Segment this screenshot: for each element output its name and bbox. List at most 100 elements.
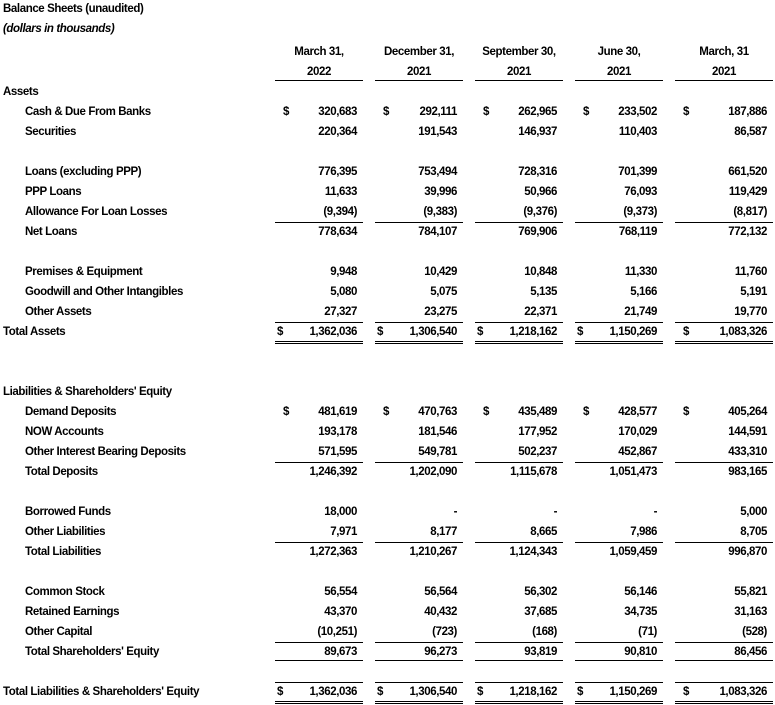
value-cell: 40,432 <box>375 602 463 621</box>
value-cell: 170,029 <box>575 422 663 441</box>
value-cell: $1,083,326 <box>675 322 773 344</box>
value: 170,029 <box>618 426 657 438</box>
value: 768,119 <box>618 226 658 238</box>
value-cell: $233,502 <box>575 102 663 121</box>
section-header-row: Liabilities & Shareholders' Equity <box>0 382 775 402</box>
value: (723) <box>432 626 457 638</box>
row-label: Other Capital <box>25 626 93 638</box>
value-cell: 56,564 <box>375 582 463 601</box>
blank-row <box>0 242 775 262</box>
value-cell: $1,306,540 <box>375 682 463 704</box>
currency-symbol: $ <box>383 406 389 418</box>
table-row: Demand Deposits $481,619 $470,763 $435,489 $… <box>0 402 775 422</box>
value: 428,577 <box>618 406 657 418</box>
value: 110,403 <box>618 126 658 138</box>
value: 10,848 <box>524 266 557 278</box>
value: 181,546 <box>418 426 457 438</box>
value: 405,264 <box>728 406 767 418</box>
value-cell: 661,520 <box>675 162 773 181</box>
value-cell: (528) <box>675 622 773 641</box>
value: 187,886 <box>728 106 767 118</box>
value-cell: 1,246,392 <box>275 462 363 481</box>
value: 5,000 <box>740 506 767 518</box>
value-cell: 571,595 <box>275 442 363 461</box>
blank-row <box>0 362 775 382</box>
value: 292,111 <box>419 106 457 118</box>
value: 1,124,343 <box>509 546 557 558</box>
row-label: Other Liabilities <box>25 526 106 538</box>
row-label: Loans (excluding PPP) <box>25 166 142 178</box>
value: 1,362,036 <box>309 686 357 698</box>
value: 21,749 <box>624 306 657 318</box>
value-cell: 56,302 <box>475 582 563 601</box>
value: 728,316 <box>518 166 557 178</box>
value-cell: $1,362,036 <box>275 322 363 344</box>
value: 1,362,036 <box>309 326 357 338</box>
value-cell: 11,760 <box>675 262 773 281</box>
value-cell: 769,906 <box>475 222 563 241</box>
value-cell: 146,937 <box>475 122 563 141</box>
value-cell: $481,619 <box>275 402 363 421</box>
value: (10,251) <box>317 626 357 638</box>
value-cell: 11,633 <box>275 182 363 201</box>
value-cell: $1,218,162 <box>475 322 563 344</box>
row-label: Other Interest Bearing Deposits <box>25 446 186 458</box>
value-cell: 701,399 <box>575 162 663 181</box>
value: 776,395 <box>318 166 357 178</box>
value-cell: (9,373) <box>575 202 663 221</box>
value-cell: 5,080 <box>275 282 363 301</box>
value-cell: 10,429 <box>375 262 463 281</box>
row-label: Retained Earnings <box>25 606 120 618</box>
value-cell: 8,665 <box>475 522 563 541</box>
value-cell: $262,965 <box>475 102 563 121</box>
value: 784,107 <box>418 226 457 238</box>
value-cell: 39,996 <box>375 182 463 201</box>
value-cell: 43,370 <box>275 602 363 621</box>
row-label: Total Liabilities <box>25 546 102 558</box>
value: - <box>653 506 658 518</box>
value-cell: 56,146 <box>575 582 663 601</box>
blank-row <box>0 482 775 502</box>
blank-row <box>0 662 775 682</box>
value: 55,821 <box>734 586 767 598</box>
value: 18,000 <box>324 506 357 518</box>
value-cell: 5,191 <box>675 282 773 301</box>
value-cell: 5,135 <box>475 282 563 301</box>
value-cell: 784,107 <box>375 222 463 241</box>
value: 119,429 <box>728 186 768 198</box>
value-cell: 86,587 <box>675 122 773 141</box>
row-label: Total Assets <box>3 326 66 338</box>
value-cell: 1,272,363 <box>275 542 363 561</box>
value: 5,166 <box>630 286 657 298</box>
table-row: Cash & Due From Banks $320,683 $292,111 $26… <box>0 102 775 122</box>
value-cell: (168) <box>475 622 563 641</box>
value: 86,456 <box>734 646 767 658</box>
value-cell: 1,059,459 <box>575 542 663 561</box>
value: 778,634 <box>318 226 357 238</box>
currency-symbol: $ <box>483 106 489 118</box>
value-cell: 996,870 <box>675 542 773 561</box>
value-cell: 193,178 <box>275 422 363 441</box>
column-header: March, 31 <box>699 46 749 58</box>
value: 5,080 <box>330 286 357 298</box>
value: 549,781 <box>418 446 457 458</box>
blank-row <box>0 142 775 162</box>
value: 89,673 <box>324 646 357 658</box>
value: 39,996 <box>424 186 457 198</box>
table-row: Retained Earnings 43,370 40,432 37,685 34,73… <box>0 602 775 622</box>
value-cell: $187,886 <box>675 102 773 121</box>
row-label: Premises & Equipment <box>25 266 143 278</box>
value-cell: 728,316 <box>475 162 563 181</box>
currency-symbol: $ <box>377 326 383 338</box>
value-cell: 181,546 <box>375 422 463 441</box>
value: 8,705 <box>740 526 767 538</box>
value: (71) <box>638 626 657 638</box>
value: 50,966 <box>524 186 557 198</box>
value: 11,330 <box>624 266 658 278</box>
value-cell: $470,763 <box>375 402 463 421</box>
value: 146,937 <box>518 126 557 138</box>
value: 31,163 <box>734 606 767 618</box>
value-cell: (9,376) <box>475 202 563 221</box>
column-header-row: 2022 2021 2021 2021 2021 <box>0 62 775 82</box>
